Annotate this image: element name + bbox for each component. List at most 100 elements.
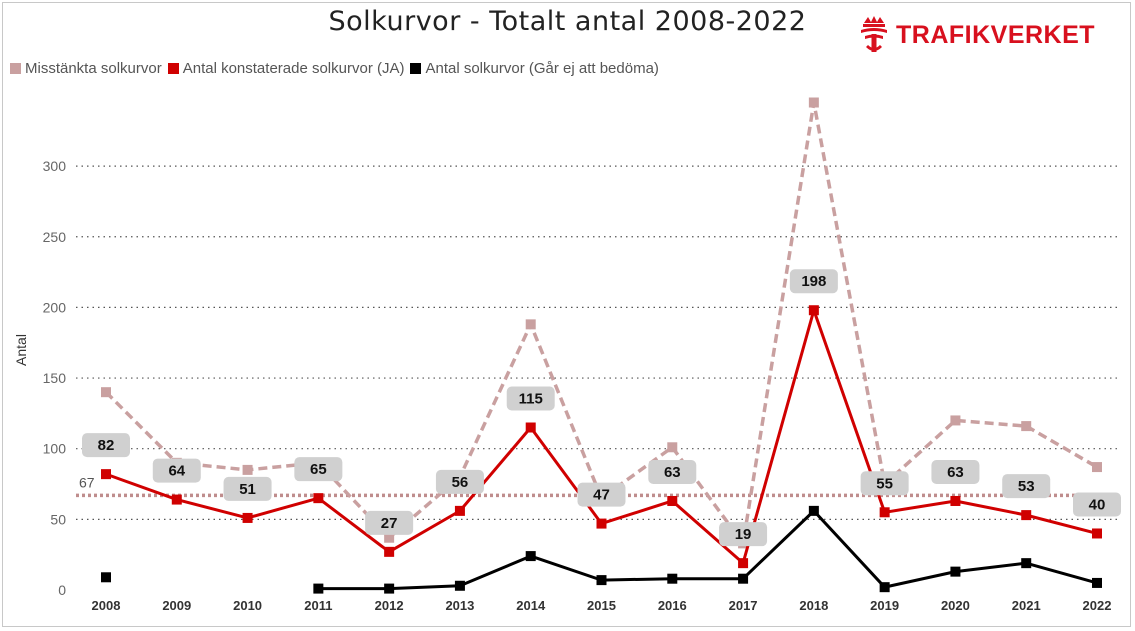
legend-item-misstankta[interactable]: Misstänkta solkurvor	[10, 60, 162, 77]
legend-label-misstankta: Misstänkta solkurvor	[25, 60, 162, 77]
data-label-box	[577, 482, 626, 507]
data-point	[525, 551, 536, 562]
data-point	[242, 512, 253, 523]
y-tick-label: 150	[43, 370, 67, 386]
data-point	[950, 566, 961, 577]
data-point	[738, 573, 749, 584]
data-point	[384, 583, 395, 594]
data-point	[384, 546, 395, 557]
data-label: 56	[452, 474, 469, 491]
data-label: 53	[1018, 478, 1035, 495]
legend-swatch-misstankta	[10, 63, 21, 74]
data-label: 198	[801, 273, 826, 290]
data-point	[950, 415, 961, 426]
legend-item-ej-bedoma[interactable]: Antal solkurvor (Går ej att bedöma)	[410, 60, 659, 77]
chart-legend: Misstänkta solkurvor Antal konstaterade …	[10, 60, 665, 77]
chart-title: Solkurvor - Totalt antal 2008-2022	[328, 6, 807, 37]
data-point	[171, 494, 182, 505]
data-label-box	[860, 471, 909, 496]
data-point	[1021, 421, 1032, 432]
x-tick-label: 2018	[799, 598, 828, 613]
x-tick-label: 2020	[941, 598, 970, 613]
y-tick-label: 200	[43, 299, 67, 315]
data-label: 51	[239, 481, 256, 498]
data-point	[1021, 558, 1032, 569]
data-point	[879, 507, 890, 518]
data-label-box	[82, 433, 130, 458]
series-line	[318, 509, 1098, 591]
x-tick-label: 2011	[304, 598, 332, 613]
data-point	[738, 558, 749, 569]
x-tick-label: 2015	[587, 598, 616, 613]
data-point	[101, 469, 111, 480]
data-label-box	[223, 476, 272, 501]
data-point	[525, 319, 536, 330]
data-point	[879, 582, 890, 593]
data-point	[454, 505, 465, 516]
data-label-box	[931, 459, 980, 484]
data-label-box	[789, 269, 838, 294]
trafikverket-logo: TRAFIKVERKET	[858, 12, 1095, 58]
data-point	[808, 305, 819, 316]
data-label: 115	[519, 391, 543, 408]
data-label: 64	[168, 463, 185, 480]
data-point	[596, 575, 607, 586]
data-label: 19	[735, 526, 752, 543]
data-label: 27	[381, 515, 398, 532]
legend-label-konstaterade: Antal konstaterade solkurvor (JA)	[182, 60, 405, 77]
data-point	[808, 505, 819, 516]
reference-line-label: 67	[79, 474, 95, 490]
data-point	[1021, 510, 1032, 521]
legend-swatch-konstaterade	[167, 63, 179, 74]
y-tick-label: 0	[58, 582, 66, 598]
x-tick-label: 2012	[375, 598, 404, 613]
data-label-box	[152, 458, 201, 483]
data-label: 82	[98, 437, 115, 454]
y-tick-label: 250	[43, 229, 67, 245]
data-label-box	[435, 469, 484, 494]
data-label: 47	[593, 487, 610, 504]
x-tick-label: 2016	[658, 598, 687, 613]
crown-logo-icon	[861, 16, 887, 52]
data-point	[384, 532, 395, 543]
data-label-box	[294, 457, 343, 482]
data-label: 63	[947, 464, 964, 481]
data-label: 55	[876, 475, 893, 492]
logo-text: TRAFIKVERKET	[896, 20, 1096, 49]
data-label-box	[719, 522, 768, 547]
series-line	[104, 100, 1098, 546]
x-tick-label: 2013	[445, 598, 474, 613]
data-point	[101, 572, 111, 583]
data-label: 65	[310, 461, 327, 478]
data-point	[313, 583, 324, 594]
legend-label-ej-bedoma: Antal solkurvor (Går ej att bedöma)	[425, 60, 659, 77]
data-point	[667, 573, 678, 584]
data-point	[667, 442, 678, 453]
y-tick-label: 50	[50, 511, 66, 527]
data-point	[454, 580, 465, 591]
data-point	[313, 493, 324, 504]
data-point	[1092, 577, 1102, 588]
x-tick-label: 2017	[729, 598, 758, 613]
data-point	[950, 495, 961, 506]
data-label-box	[365, 510, 414, 535]
data-point	[808, 97, 819, 108]
x-tick-label: 2014	[516, 598, 546, 613]
legend-item-konstaterade[interactable]: Antal konstaterade solkurvor (JA)	[167, 60, 405, 77]
x-tick-label: 2019	[870, 598, 899, 613]
data-label-box	[1073, 492, 1121, 517]
data-label: 63	[664, 464, 681, 481]
y-axis-label: Antal	[13, 334, 29, 366]
data-point	[667, 495, 678, 506]
data-point	[525, 422, 536, 433]
y-tick-label: 100	[43, 441, 67, 457]
data-point	[1092, 462, 1102, 473]
data-point	[242, 464, 253, 475]
data-point	[596, 518, 607, 529]
data-label-box	[1002, 474, 1051, 499]
data-label: 40	[1089, 496, 1106, 513]
data-point	[101, 387, 111, 398]
legend-swatch-ej-bedoma	[410, 63, 422, 74]
